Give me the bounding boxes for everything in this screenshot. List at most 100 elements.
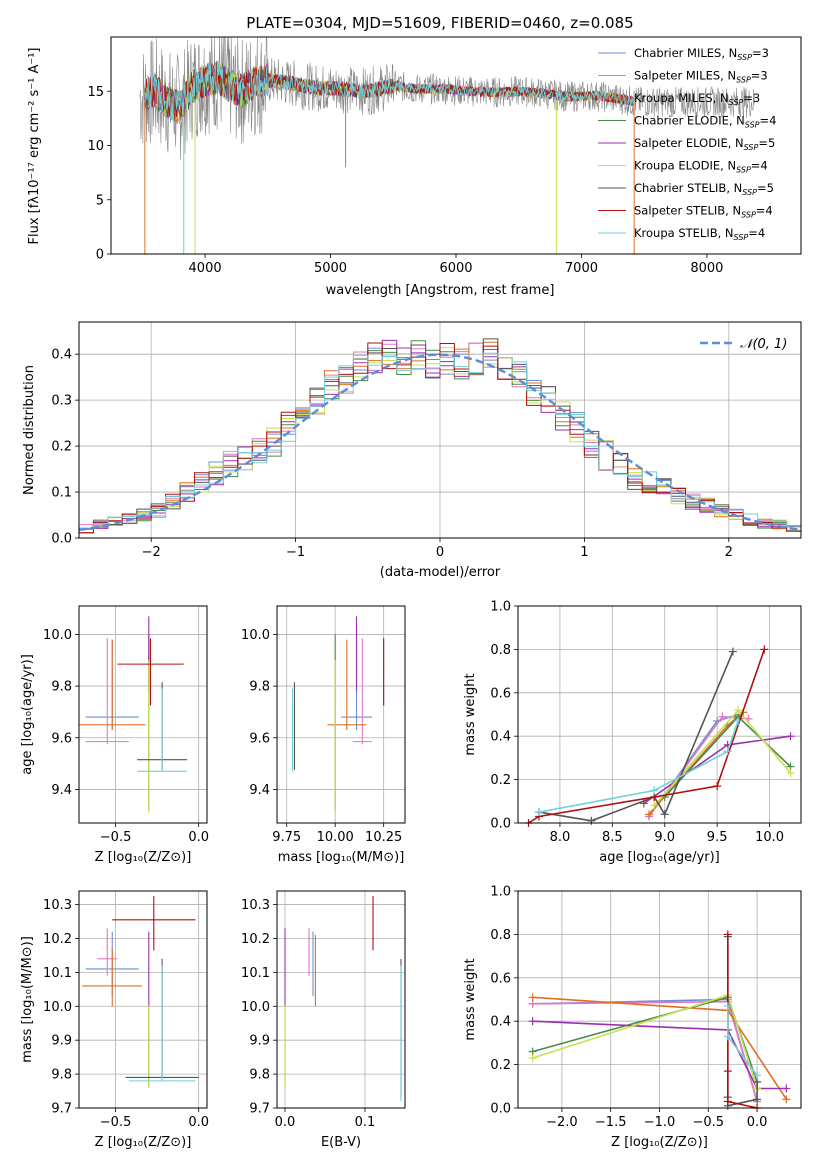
- x-tick-label: 7000: [565, 261, 598, 276]
- x-tick-label: 9.75: [272, 830, 301, 845]
- axes-frame: [78, 605, 208, 824]
- mass-weight-line: [532, 998, 758, 1102]
- x-axis-label: age [log₁₀(age/yr)]: [599, 850, 720, 865]
- y-tick-label: 15: [87, 85, 104, 100]
- legend-subscript: SSP: [744, 143, 759, 152]
- y-axis-label: mass weight: [463, 673, 478, 755]
- legend-label: Chabrier STELIB, NSSP=5: [634, 181, 774, 197]
- x-tick-label: −0.5: [100, 830, 132, 845]
- y-tick-label: 9.7: [249, 1102, 270, 1117]
- mass-vs-Z-panel: −0.5 0.0 9.7 9.8 9.9 10.0 10.1 10.2 10.3 Z [log₁₀…: [20, 890, 209, 1150]
- y-tick-label: 0.3: [51, 394, 72, 409]
- legend-value: =3: [743, 91, 760, 105]
- x-tick-label: −1.0: [644, 1115, 676, 1130]
- axes-frame: [78, 321, 802, 539]
- legend-value: =5: [757, 181, 774, 195]
- x-tick-label: 9.0: [654, 830, 675, 845]
- x-tick-label: 8.0: [550, 830, 571, 845]
- x-axis-label: E(B-V): [321, 1135, 361, 1150]
- spectrum-title: PLATE=0304, MJD=51609, FIBERID=0460, z=0…: [246, 14, 633, 32]
- axes-frame: [78, 890, 208, 1109]
- grid: [79, 891, 207, 1109]
- x-tick-label: 4000: [189, 261, 222, 276]
- legend-value: =5: [758, 136, 775, 150]
- legend-label: Kroupa ELODIE, NSSP=4: [634, 159, 768, 175]
- y-tick-label: 9.8: [51, 1068, 72, 1083]
- legend-subscript: SSP: [741, 211, 756, 220]
- data-point: [284, 968, 286, 970]
- x-tick-label: 0.1: [355, 1115, 376, 1130]
- y-tick-label: 10.0: [241, 1000, 270, 1015]
- y-axis-label: Normed distribution: [22, 365, 37, 495]
- y-tick-label: 0.1: [51, 486, 72, 501]
- legend-value: =3: [752, 46, 769, 60]
- y-tick-label: 0.8: [490, 928, 511, 943]
- mass-weight-line: [532, 1020, 787, 1090]
- data-point: [153, 919, 155, 921]
- x-tick-label: −2: [142, 545, 161, 560]
- data-point: [148, 1005, 150, 1007]
- data-point: [111, 985, 113, 987]
- y-tick-label: 0.2: [490, 773, 511, 788]
- y-tick-label: 10.0: [43, 628, 72, 643]
- data-point: [312, 968, 314, 970]
- y-tick-label: 9.8: [249, 680, 270, 695]
- y-tick-label: 10.1: [241, 966, 270, 981]
- y-tick-label: 0.0: [490, 1102, 511, 1117]
- x-tick-label: 0.0: [275, 1115, 296, 1130]
- x-tick-label: 8000: [690, 261, 723, 276]
- data-point: [148, 685, 150, 687]
- y-tick-label: 9.8: [249, 1068, 270, 1083]
- y-tick-label: 0.2: [51, 440, 72, 455]
- y-tick-label: 0.6: [490, 686, 511, 701]
- legend-subscript: SSP: [736, 166, 751, 175]
- y-tick-label: 0: [96, 248, 104, 263]
- legend-label: Kroupa STELIB, NSSP=4: [634, 226, 765, 242]
- y-tick-label: 1.0: [490, 885, 511, 900]
- y-tick-label: 9.6: [51, 731, 72, 746]
- data-point: [106, 958, 108, 960]
- data-point: [106, 741, 108, 743]
- axes-frame: [276, 605, 406, 824]
- mass-vs-EBV-panel: 0.0 0.1 9.7 9.8 9.9 10.0 10.1 10.2 10.3 E(B-V): [241, 890, 406, 1150]
- x-axis-label: mass [log₁₀(M/M⊙)]: [278, 850, 405, 865]
- x-tick-label: 1: [580, 545, 588, 560]
- y-tick-label: 10.3: [241, 898, 270, 913]
- x-tick-label: 10.25: [365, 830, 402, 845]
- y-tick-label: 1.0: [490, 600, 511, 615]
- axes-frame: [517, 890, 802, 1109]
- data-point: [314, 985, 316, 987]
- y-tick-label: 9.6: [249, 731, 270, 746]
- grid: [518, 605, 801, 824]
- y-tick-label: 0.4: [490, 1015, 511, 1030]
- x-tick-label: 9.5: [707, 830, 728, 845]
- spectrum-plot: [139, 37, 755, 254]
- mass-weight-line: [532, 1000, 758, 1102]
- legend-subscript: SSP: [745, 121, 760, 130]
- x-tick-label: 0.0: [747, 1115, 768, 1130]
- x-tick-label: −2.0: [546, 1115, 578, 1130]
- data-point: [291, 770, 294, 772]
- y-tick-label: 0.4: [490, 730, 511, 745]
- legend-label: 𝒩(0, 1): [740, 337, 787, 352]
- age-vs-Z-panel: −0.5 0.0 9.4 9.6 9.8 10.0 Z [log₁₀(Z/Z⊙)] age […: [20, 605, 209, 865]
- age-vs-mass-panel: 9.75 10.00 10.25 9.4 9.6 9.8 10.0 mass [log₁₀(M…: [241, 605, 406, 865]
- y-tick-label: 9.7: [51, 1102, 72, 1117]
- x-axis-label: Z [log₁₀(Z/Z⊙)]: [95, 1135, 192, 1150]
- legend-label: Salpeter ELODIE, NSSP=5: [634, 136, 775, 152]
- y-axis-label: age [log₁₀(age/yr)]: [20, 654, 35, 775]
- y-tick-label: 10.2: [43, 932, 72, 947]
- y-tick-label: 9.4: [249, 783, 270, 798]
- x-tick-label: 2: [725, 545, 733, 560]
- data-point: [149, 663, 152, 665]
- mass-weight-vs-age-panel: 8.0 8.5 9.0 9.5 10.0 0.0 0.2 0.4 0.6 0.8 1.0 age [l…: [463, 600, 802, 865]
- spectrum-panel: 4000 5000 6000 7000 8000 0 5 10 15: [87, 36, 802, 276]
- spectrum-line: [139, 37, 755, 160]
- y-tick-label: 9.9: [249, 1034, 270, 1049]
- legend-subscript: SSP: [729, 98, 744, 107]
- x-tick-label: 10.0: [755, 830, 784, 845]
- legend-subscript: SSP: [742, 188, 757, 197]
- spectrum-line: [144, 59, 635, 120]
- data-point: [161, 1080, 163, 1082]
